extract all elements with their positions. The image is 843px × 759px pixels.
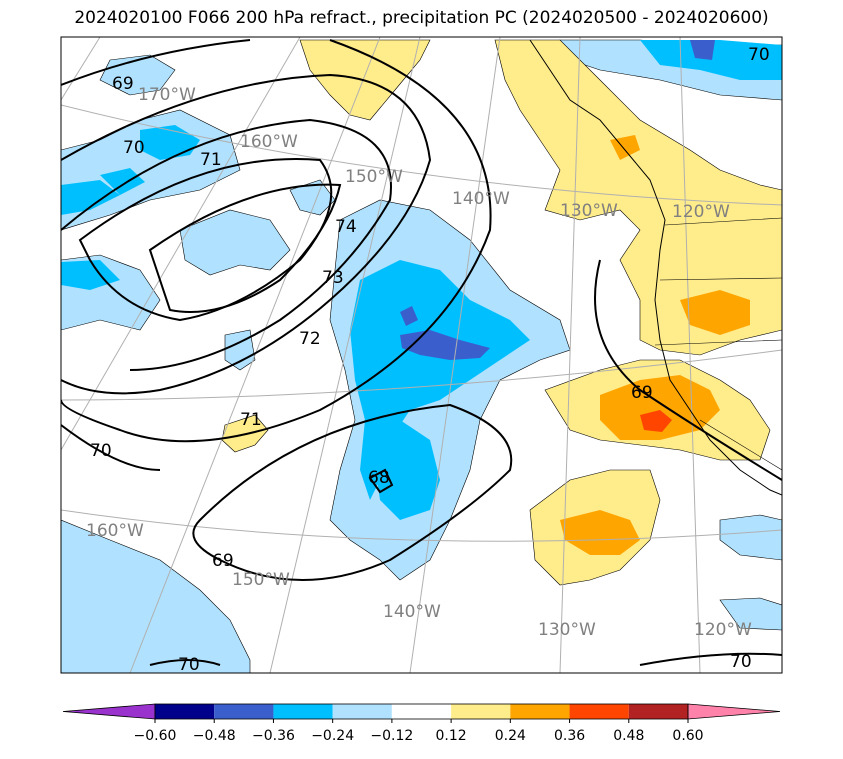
- negative-precip-shading-medium: [61, 40, 782, 520]
- colorbar-cell: [273, 704, 333, 719]
- colorbar-outline: [154, 703, 689, 720]
- refractivity-contours: [61, 39, 782, 666]
- colorbar-tick-label: −0.60: [134, 728, 177, 744]
- lon-label: 170°W: [138, 85, 196, 105]
- colorbar-cell: [628, 704, 688, 719]
- colorbar-cell: [510, 704, 570, 719]
- contour-label: 73: [322, 268, 344, 288]
- colorbar-tick-label: −0.36: [252, 728, 295, 744]
- contour-label: 71: [240, 410, 262, 430]
- lon-label: 160°W: [86, 521, 144, 541]
- colorbar-tick-label: 0.12: [436, 728, 467, 744]
- colorbar-cell: [155, 704, 215, 719]
- coastline: [529, 39, 782, 496]
- lon-label: 160°W: [240, 132, 298, 152]
- lon-label: 140°W: [452, 189, 510, 209]
- colorbar-tick-label: −0.48: [193, 728, 236, 744]
- lon-label: 130°W: [560, 201, 618, 221]
- contour-label: 70: [730, 652, 752, 672]
- colorbar-tick-label: 0.24: [495, 728, 526, 744]
- contour-label: 69: [212, 551, 234, 571]
- colorbar-cell: [569, 704, 629, 719]
- colorbar-cell: [214, 704, 274, 719]
- contour-label: 68: [368, 468, 390, 488]
- colorbar-cell: [391, 704, 452, 719]
- contour-label: 69: [112, 74, 134, 94]
- contour-label: 70: [123, 138, 145, 158]
- colorbar-cell: [332, 704, 392, 719]
- lon-label: 150°W: [345, 167, 403, 187]
- colorbar-extend-high: [687, 703, 781, 720]
- contour-label: 71: [200, 150, 222, 170]
- lon-label: 150°W: [232, 570, 290, 590]
- colorbar-tick-label: 0.48: [613, 728, 644, 744]
- positive-precip-shading-strong: [640, 410, 672, 432]
- state-borders: [654, 217, 782, 471]
- contour-label: 70: [178, 655, 200, 675]
- colorbar-cell: [451, 704, 511, 719]
- contour-labels: 69 70 71 74 73 72 71 70 68 69 69 70 70 7…: [90, 45, 770, 675]
- graticule: [61, 37, 782, 673]
- colorbar-tick-label: 0.36: [554, 728, 585, 744]
- map-frame: [60, 36, 783, 674]
- negative-precip-shading-dark: [400, 40, 715, 360]
- contour-label: 70: [748, 45, 770, 65]
- contour-label: 70: [90, 441, 112, 461]
- contour-label: 72: [299, 329, 321, 349]
- contour-label: 74: [335, 217, 357, 237]
- lon-label: 130°W: [538, 620, 596, 640]
- colorbar-tick-label: −0.24: [311, 728, 354, 744]
- colorbar-tick-label: 0.60: [672, 728, 703, 744]
- colorbar-extend-low: [62, 703, 156, 720]
- figure-title: 2024020100 F066 200 hPa refract., precip…: [74, 8, 769, 28]
- lon-label: 140°W: [383, 602, 441, 622]
- colorbar-tick-label: −0.12: [370, 728, 413, 744]
- lon-label: 120°W: [694, 620, 752, 640]
- longitude-labels: 170°W 160°W 150°W 140°W 130°W 120°W 160°…: [86, 85, 752, 640]
- lon-label: 120°W: [672, 202, 730, 222]
- contour-label: 69: [631, 383, 653, 403]
